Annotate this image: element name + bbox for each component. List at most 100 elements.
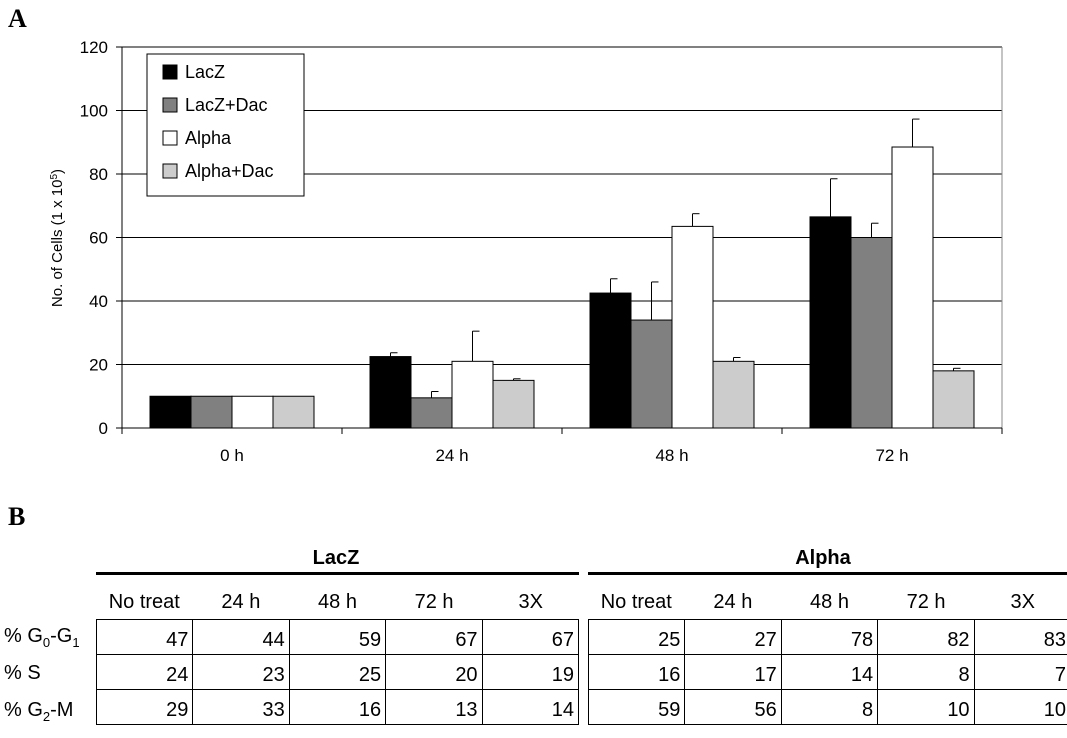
bar-lacz — [589, 292, 632, 429]
table-cell: 10 — [877, 689, 975, 725]
legend-label: Alpha+Dac — [185, 161, 274, 181]
table-cell: 27 — [684, 619, 782, 655]
table-cell: 14 — [780, 654, 879, 690]
bar-chart: 0 20 40 60 80 100 120 0 h 24 h 48 h 72 h No. of Ce… — [49, 38, 1003, 465]
table-group-title: LacZ — [312, 547, 360, 569]
x-tick-label: 48 h — [655, 446, 688, 465]
bar-alpha — [891, 146, 934, 429]
table-cell: 59 — [587, 689, 686, 725]
bar-alpha-dac — [272, 395, 315, 429]
table-cell: 16 — [288, 689, 387, 725]
x-tick-label: 24 h — [435, 446, 468, 465]
bar-alpha — [231, 395, 274, 429]
y-axis-label-main: No. of Cells (1 x 10 — [49, 180, 66, 308]
y-axis-label-end: ) — [49, 169, 66, 174]
table-grid-alpha: 25 27 78 82 83 16 17 14 8 7 59 56 8 10 10 — [587, 619, 1067, 725]
table-cell: 25 — [587, 619, 686, 655]
table-grid-lacz: 47 44 59 67 67 24 23 25 20 19 29 33 16 13 14 — [95, 619, 580, 725]
y-tick-label: 120 — [80, 38, 108, 57]
table-column-header: No treat — [108, 591, 180, 613]
table-column-header: No treat — [600, 591, 672, 613]
table-column-header: 72 h — [906, 591, 946, 613]
table-cell: 67 — [385, 619, 483, 655]
table-cell: 14 — [481, 689, 580, 725]
legend-swatch — [162, 64, 178, 80]
table-row: 24 23 25 20 19 — [95, 654, 580, 690]
bar-lacz-dac — [850, 237, 893, 429]
bar-alpha — [671, 225, 714, 429]
table-group-rule — [588, 572, 1067, 575]
table-cell: 47 — [95, 619, 194, 655]
y-tick-label: 20 — [89, 356, 108, 375]
table-cell: 23 — [192, 654, 290, 690]
y-tick-label: 100 — [80, 102, 108, 121]
table-column-header: 24 h — [221, 591, 261, 613]
table-column-header: 3X — [1010, 591, 1035, 613]
bar-alpha-dac — [492, 379, 535, 429]
table-row: 47 44 59 67 67 — [95, 619, 580, 655]
table-cell: 24 — [95, 654, 194, 690]
panel-a-label: A — [8, 4, 27, 33]
bar-alpha — [451, 360, 494, 429]
legend: LacZ LacZ+Dac Alpha Alpha+Dac — [146, 53, 305, 197]
table-row: 29 33 16 13 14 — [95, 689, 580, 725]
table-cell: 16 — [587, 654, 686, 690]
table-cell: 19 — [481, 654, 580, 690]
bar-lacz-dac — [630, 319, 673, 429]
table-cell: 59 — [288, 619, 387, 655]
table-cell: 67 — [481, 619, 580, 655]
table-group-rule — [96, 572, 579, 575]
x-tick-label: 72 h — [875, 446, 908, 465]
table-column-header: 48 h — [318, 591, 357, 613]
table-cell: 83 — [973, 619, 1067, 655]
table-column-header: 72 h — [414, 591, 454, 613]
table-row: 25 27 78 82 83 — [587, 619, 1067, 655]
bar-alpha-dac — [712, 360, 755, 429]
legend-label: LacZ+Dac — [185, 95, 268, 115]
table-column-header: 48 h — [810, 591, 849, 613]
table-row-label: % S — [4, 662, 41, 684]
table-cell: 82 — [877, 619, 975, 655]
table-cell: 10 — [973, 689, 1067, 725]
legend-label: LacZ — [185, 62, 225, 82]
bar-lacz — [149, 395, 192, 429]
table-cell: 7 — [973, 654, 1067, 690]
bar-lacz — [809, 216, 852, 429]
panel-b-label: B — [8, 502, 26, 531]
x-tick-label: 0 h — [220, 446, 244, 465]
table-cell: 25 — [288, 654, 387, 690]
y-tick-label: 80 — [89, 165, 108, 184]
table-row: 16 17 14 8 7 — [587, 654, 1067, 690]
y-axis-label: No. of Cells (1 x 105) — [49, 169, 67, 307]
axes: 0 20 40 60 80 100 120 0 h 24 h 48 h 72 h — [80, 38, 1003, 465]
table-group-title: Alpha — [795, 547, 851, 569]
legend-swatch — [162, 163, 178, 179]
table-cell: 33 — [192, 689, 290, 725]
bars — [149, 118, 975, 429]
table-column-header: 3X — [518, 591, 543, 613]
table-cell: 44 — [192, 619, 290, 655]
y-tick-label: 40 — [89, 292, 108, 311]
legend-swatch — [162, 130, 178, 146]
bar-lacz — [369, 356, 412, 429]
table-row-label: % G0-G1 — [4, 625, 80, 650]
bar-lacz-dac — [190, 395, 233, 429]
legend-swatch — [162, 97, 178, 113]
y-tick-label: 60 — [89, 229, 108, 248]
bar-alpha-dac — [932, 370, 975, 429]
table-column-header: 24 h — [713, 591, 753, 613]
legend-label: Alpha — [185, 128, 232, 148]
table-cell: 78 — [780, 619, 879, 655]
table-cell: 13 — [385, 689, 483, 725]
table-cell: 8 — [877, 654, 975, 690]
table-row-label: % G2-M — [4, 699, 74, 724]
table-cell: 29 — [95, 689, 194, 725]
bar-lacz-dac — [410, 397, 453, 429]
table-cell: 8 — [780, 689, 879, 725]
table-cell: 20 — [385, 654, 483, 690]
table-row: 59 56 8 10 10 — [587, 689, 1067, 725]
table-cell: 17 — [684, 654, 782, 690]
table-cell: 56 — [684, 689, 782, 725]
y-axis-label-exp: 5 — [49, 174, 60, 180]
y-tick-label: 0 — [99, 419, 108, 438]
